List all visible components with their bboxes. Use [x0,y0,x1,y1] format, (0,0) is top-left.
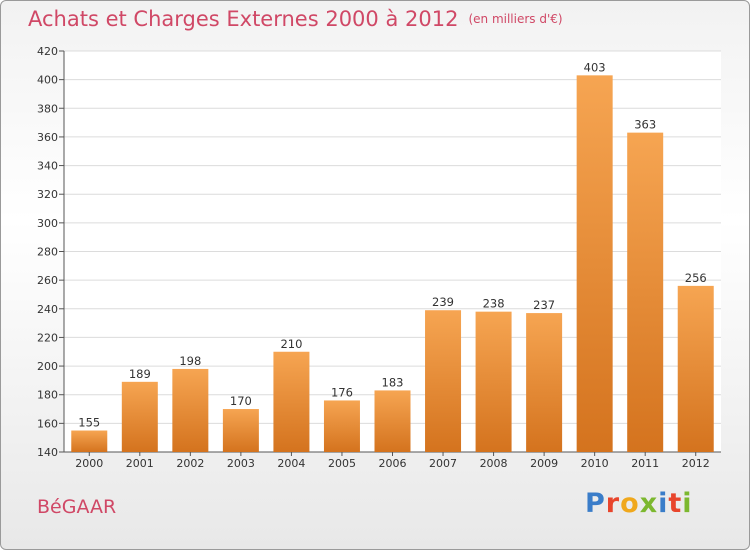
value-label-2010: 403 [584,60,606,74]
value-label-2009: 237 [533,298,555,312]
y-tick-label: 380 [37,102,58,115]
y-tick-label: 400 [37,74,58,87]
y-tick-label: 320 [37,188,58,201]
y-tick-label: 260 [37,274,58,287]
x-tick-label-2000: 2000 [75,457,103,470]
y-tick-label: 340 [37,160,58,173]
x-tick-label-2007: 2007 [429,457,457,470]
y-tick-label: 300 [37,217,58,230]
bar-2011 [627,132,664,452]
x-tick-label-2002: 2002 [176,457,204,470]
bar-2008 [475,311,512,452]
value-label-2002: 198 [179,354,201,368]
y-tick-label: 240 [37,303,58,316]
bar-2002 [172,368,209,452]
y-tick-label: 420 [37,45,58,58]
value-label-2001: 189 [129,367,151,381]
value-label-2003: 170 [230,394,252,408]
value-label-2007: 239 [432,295,454,309]
value-label-2008: 238 [483,297,505,311]
x-tick-label-2012: 2012 [682,457,710,470]
bar-2000 [71,430,108,452]
y-tick-label: 360 [37,131,58,144]
x-tick-label-2005: 2005 [328,457,356,470]
bar-2003 [222,409,259,452]
bar-2004 [273,351,310,452]
y-tick-label: 280 [37,246,58,259]
x-tick-label-2006: 2006 [379,457,407,470]
bar-2010 [576,75,613,452]
value-label-2005: 176 [331,385,353,399]
x-tick-label-2011: 2011 [631,457,659,470]
bar-2001 [121,381,158,452]
x-tick-label-2008: 2008 [480,457,508,470]
y-tick-label: 160 [37,417,58,430]
bar-2007 [425,310,462,452]
commune-name: BéGAAR [37,496,117,518]
y-tick-label: 220 [37,331,58,344]
y-tick-label: 200 [37,360,58,373]
x-tick-label-2009: 2009 [530,457,558,470]
unit-note: (en milliers d'€) [468,12,563,26]
title-text: Achats et Charges Externes 2000 à 2012 [28,7,459,31]
bar-2006 [374,390,411,452]
x-tick-label-2001: 2001 [126,457,154,470]
value-label-2006: 183 [382,375,404,389]
value-label-2000: 155 [78,416,100,430]
proxiti-logo: Proxiti [585,488,693,519]
y-tick-label: 140 [37,446,58,459]
bar-2005 [323,400,360,452]
value-label-2012: 256 [685,271,707,285]
bar-2009 [526,313,563,452]
chart-title: Achats et Charges Externes 2000 à 2012 (e… [28,7,563,31]
x-tick-label-2004: 2004 [277,457,305,470]
value-label-2011: 363 [634,118,656,132]
x-tick-label-2003: 2003 [227,457,255,470]
x-tick-label-2010: 2010 [581,457,609,470]
bar-2012 [677,285,714,452]
y-tick-label: 180 [37,389,58,402]
value-label-2004: 210 [280,337,302,351]
